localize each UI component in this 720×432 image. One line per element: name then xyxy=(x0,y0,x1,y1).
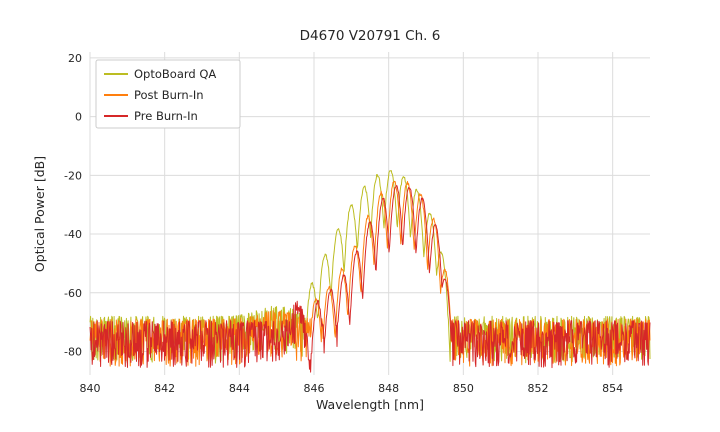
y-tick-label: -60 xyxy=(64,287,82,300)
x-tick-label: 844 xyxy=(229,382,250,395)
x-tick-label: 848 xyxy=(378,382,399,395)
y-tick-label: -80 xyxy=(64,346,82,359)
legend-label: Pre Burn-In xyxy=(134,109,198,123)
legend-label: Post Burn-In xyxy=(134,88,204,102)
legend-box xyxy=(95,59,241,129)
series-path-pre-burn-in xyxy=(89,185,651,373)
x-tick-labels: 840 842 844 846 848 850 852 854 xyxy=(80,382,624,395)
y-axis-label: Optical Power [dB] xyxy=(32,156,47,272)
x-tick-label: 850 xyxy=(453,382,474,395)
x-tick-label: 840 xyxy=(80,382,101,395)
y-tick-label: 20 xyxy=(68,52,82,65)
chart-title: D4670 V20791 Ch. 6 xyxy=(300,28,441,44)
x-tick-label: 852 xyxy=(528,382,549,395)
y-tick-label: 0 xyxy=(75,111,82,124)
y-tick-labels: 20 0 -20 -40 -60 -80 xyxy=(64,52,82,359)
series-lines xyxy=(89,170,651,373)
x-axis-label: Wavelength [nm] xyxy=(316,397,424,412)
legend: OptoBoard QA Post Burn-In Pre Burn-In xyxy=(95,59,241,129)
legend-label: OptoBoard QA xyxy=(134,67,216,81)
x-tick-label: 846 xyxy=(304,382,325,395)
x-tick-label: 854 xyxy=(602,382,623,395)
x-tick-label: 842 xyxy=(154,382,175,395)
y-tick-label: -20 xyxy=(64,169,82,182)
y-tick-label: -40 xyxy=(64,228,82,241)
